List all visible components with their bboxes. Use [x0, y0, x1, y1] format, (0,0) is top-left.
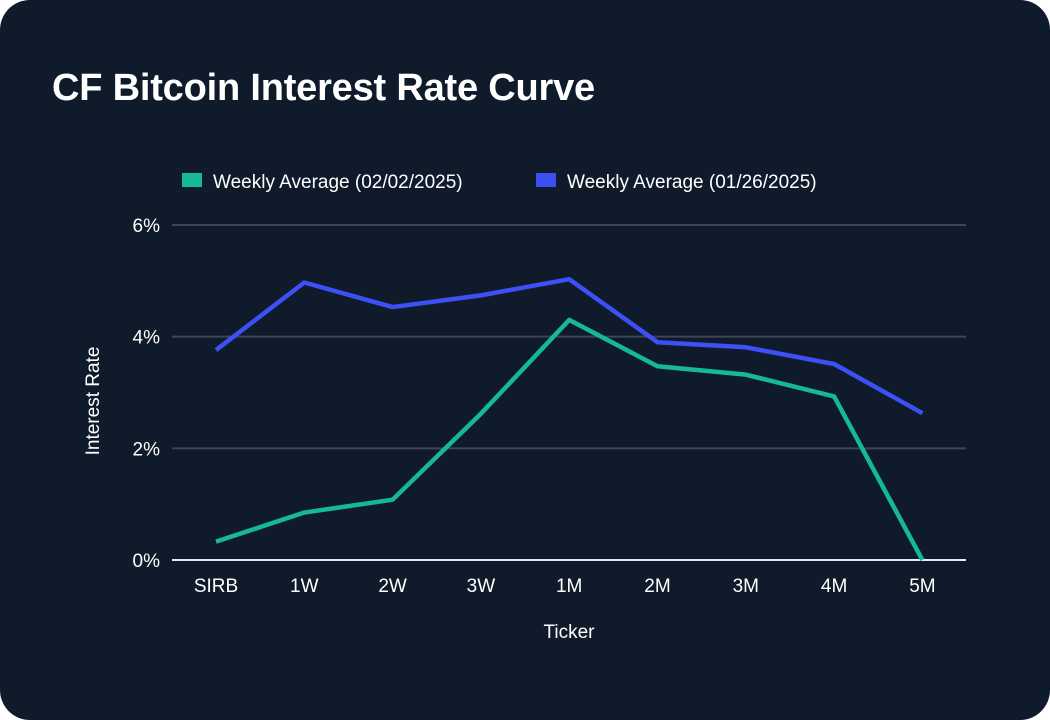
chart-title: CF Bitcoin Interest Rate Curve — [52, 67, 595, 109]
legend-swatch — [536, 173, 556, 187]
y-tick-label: 2% — [133, 439, 161, 460]
gridlines — [172, 224, 966, 561]
x-axis-ticks: SIRB 1W 2W 3W 1M 2M 3M 4M 5M — [194, 576, 936, 597]
x-tick-label: 4M — [821, 576, 847, 597]
legend-swatch — [182, 173, 202, 187]
x-tick-label: 2M — [644, 576, 670, 597]
series-line — [215, 317, 925, 562]
y-axis-ticks: 0% 2% 4% 6% — [133, 216, 161, 572]
legend-label: Weekly Average (01/26/2025) — [567, 172, 817, 193]
legend: Weekly Average (02/02/2025) Weekly Averag… — [182, 172, 817, 193]
x-axis-label: Ticker — [543, 622, 595, 643]
y-tick-label: 4% — [133, 328, 161, 349]
series-lines — [214, 276, 925, 562]
y-tick-label: 6% — [133, 216, 161, 237]
x-tick-label: 3M — [733, 576, 759, 597]
x-tick-label: 5M — [909, 576, 935, 597]
y-axis-label: Interest Rate — [83, 347, 104, 456]
legend-label: Weekly Average (02/02/2025) — [213, 172, 463, 193]
x-tick-label: 1W — [290, 576, 319, 597]
y-tick-label: 0% — [133, 551, 161, 572]
x-tick-label: 1M — [556, 576, 582, 597]
x-tick-label: 3W — [467, 576, 496, 597]
x-tick-label: 2W — [378, 576, 407, 597]
series-line — [214, 276, 924, 416]
x-tick-label: SIRB — [194, 576, 238, 597]
